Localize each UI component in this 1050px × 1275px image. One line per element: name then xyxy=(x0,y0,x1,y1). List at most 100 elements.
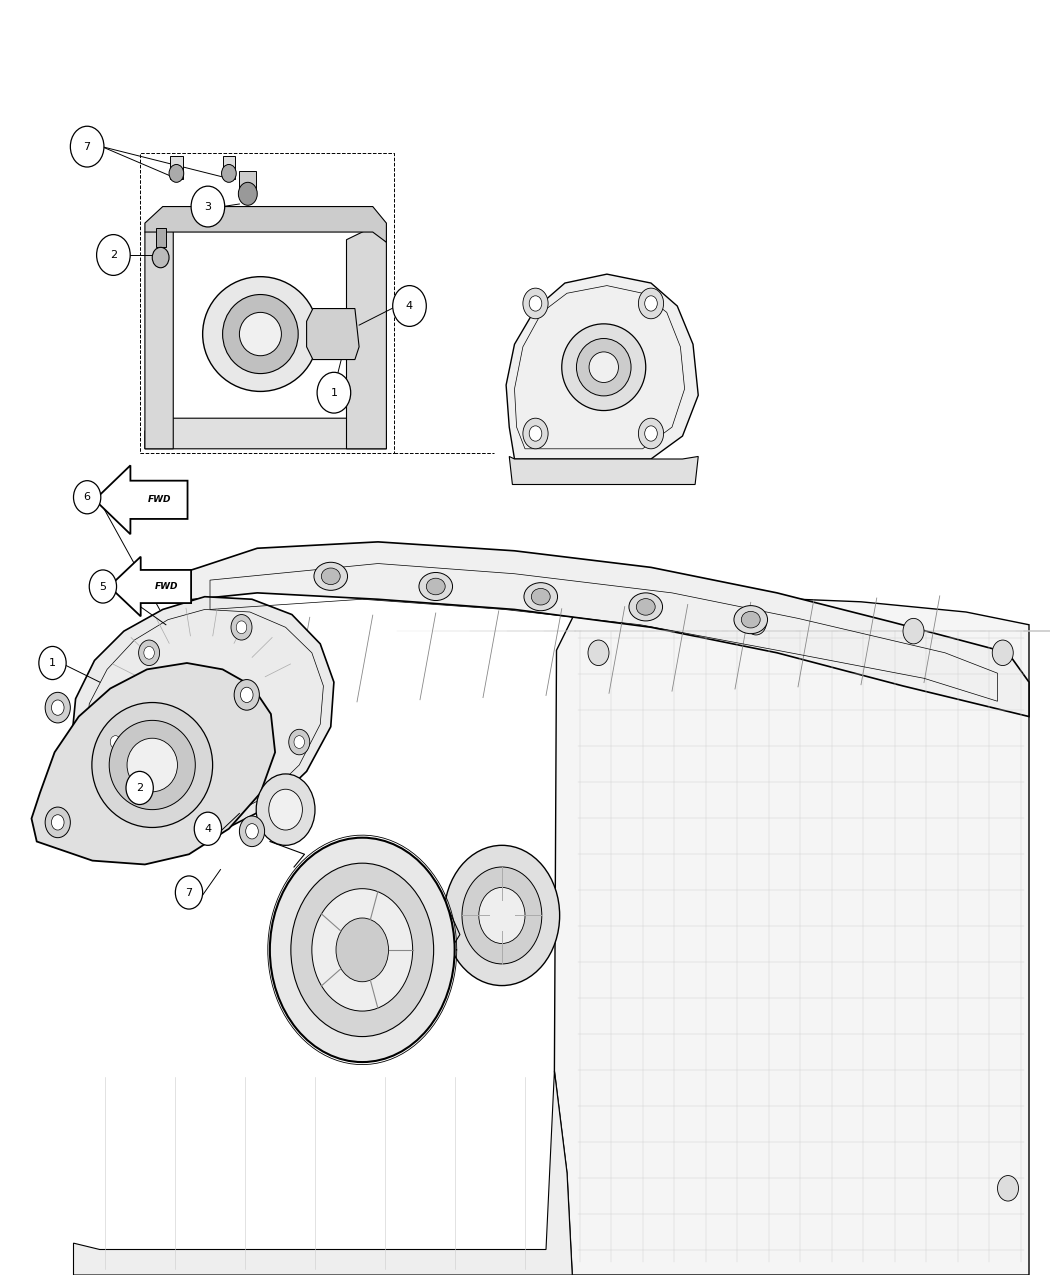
Ellipse shape xyxy=(576,339,631,397)
Ellipse shape xyxy=(223,295,298,374)
Ellipse shape xyxy=(636,599,655,616)
Polygon shape xyxy=(554,597,1029,1275)
Bar xyxy=(239,171,256,194)
Circle shape xyxy=(746,609,766,635)
Circle shape xyxy=(70,126,104,167)
Circle shape xyxy=(222,164,236,182)
Circle shape xyxy=(144,646,154,659)
Circle shape xyxy=(152,247,169,268)
Polygon shape xyxy=(145,418,386,449)
Circle shape xyxy=(45,807,70,838)
Circle shape xyxy=(139,640,160,666)
Ellipse shape xyxy=(109,720,195,810)
Text: 5: 5 xyxy=(100,581,106,592)
Circle shape xyxy=(231,615,252,640)
Circle shape xyxy=(294,736,304,748)
Ellipse shape xyxy=(734,606,768,634)
Ellipse shape xyxy=(314,562,348,590)
Polygon shape xyxy=(145,219,173,449)
Circle shape xyxy=(529,426,542,441)
Circle shape xyxy=(175,876,203,909)
Ellipse shape xyxy=(239,312,281,356)
Ellipse shape xyxy=(562,324,646,411)
Text: FWD: FWD xyxy=(148,495,171,505)
Circle shape xyxy=(105,729,126,755)
Bar xyxy=(223,156,235,178)
Circle shape xyxy=(169,164,184,182)
Circle shape xyxy=(269,789,302,830)
Polygon shape xyxy=(509,456,698,484)
Circle shape xyxy=(992,640,1013,666)
Circle shape xyxy=(238,182,257,205)
Polygon shape xyxy=(160,542,1029,717)
Circle shape xyxy=(270,838,455,1062)
Polygon shape xyxy=(109,557,191,616)
Circle shape xyxy=(194,812,222,845)
Circle shape xyxy=(234,680,259,710)
Circle shape xyxy=(291,863,434,1037)
Polygon shape xyxy=(71,597,334,835)
Text: 6: 6 xyxy=(84,492,90,502)
Circle shape xyxy=(239,816,265,847)
Polygon shape xyxy=(74,1071,572,1275)
Text: 2: 2 xyxy=(136,783,143,793)
Circle shape xyxy=(462,867,542,964)
Polygon shape xyxy=(346,227,386,449)
Circle shape xyxy=(336,918,388,982)
Circle shape xyxy=(638,288,664,319)
Circle shape xyxy=(39,646,66,680)
Ellipse shape xyxy=(589,352,618,382)
Circle shape xyxy=(110,736,121,748)
Polygon shape xyxy=(506,274,698,459)
Polygon shape xyxy=(307,309,359,360)
Circle shape xyxy=(289,729,310,755)
Ellipse shape xyxy=(92,703,212,827)
Polygon shape xyxy=(32,663,275,864)
Circle shape xyxy=(998,1176,1018,1201)
Ellipse shape xyxy=(741,612,760,629)
Polygon shape xyxy=(94,465,188,534)
Circle shape xyxy=(317,372,351,413)
Text: 7: 7 xyxy=(84,142,90,152)
Text: 7: 7 xyxy=(186,887,192,898)
Circle shape xyxy=(393,286,426,326)
Ellipse shape xyxy=(426,579,445,594)
Circle shape xyxy=(191,186,225,227)
Circle shape xyxy=(479,887,525,944)
Text: 4: 4 xyxy=(406,301,413,311)
Circle shape xyxy=(97,235,130,275)
Ellipse shape xyxy=(419,572,453,601)
Circle shape xyxy=(89,570,117,603)
Circle shape xyxy=(588,640,609,666)
Text: 1: 1 xyxy=(331,388,337,398)
Text: 3: 3 xyxy=(205,201,211,212)
Circle shape xyxy=(240,687,253,703)
Circle shape xyxy=(903,618,924,644)
Circle shape xyxy=(51,815,64,830)
Circle shape xyxy=(523,418,548,449)
Text: FWD: FWD xyxy=(155,581,179,592)
Circle shape xyxy=(74,481,101,514)
Circle shape xyxy=(523,288,548,319)
Ellipse shape xyxy=(629,593,663,621)
Ellipse shape xyxy=(531,588,550,606)
Ellipse shape xyxy=(524,583,558,611)
Ellipse shape xyxy=(127,738,177,792)
Text: 4: 4 xyxy=(205,824,211,834)
Ellipse shape xyxy=(203,277,318,391)
Circle shape xyxy=(236,621,247,634)
Circle shape xyxy=(51,700,64,715)
Circle shape xyxy=(312,889,413,1011)
Circle shape xyxy=(256,774,315,845)
Circle shape xyxy=(45,692,70,723)
Polygon shape xyxy=(145,207,386,242)
Circle shape xyxy=(638,418,664,449)
Ellipse shape xyxy=(321,567,340,584)
Bar xyxy=(170,156,183,178)
Circle shape xyxy=(529,296,542,311)
Circle shape xyxy=(645,296,657,311)
Text: 2: 2 xyxy=(110,250,117,260)
Circle shape xyxy=(246,824,258,839)
Circle shape xyxy=(645,426,657,441)
Circle shape xyxy=(126,771,153,805)
